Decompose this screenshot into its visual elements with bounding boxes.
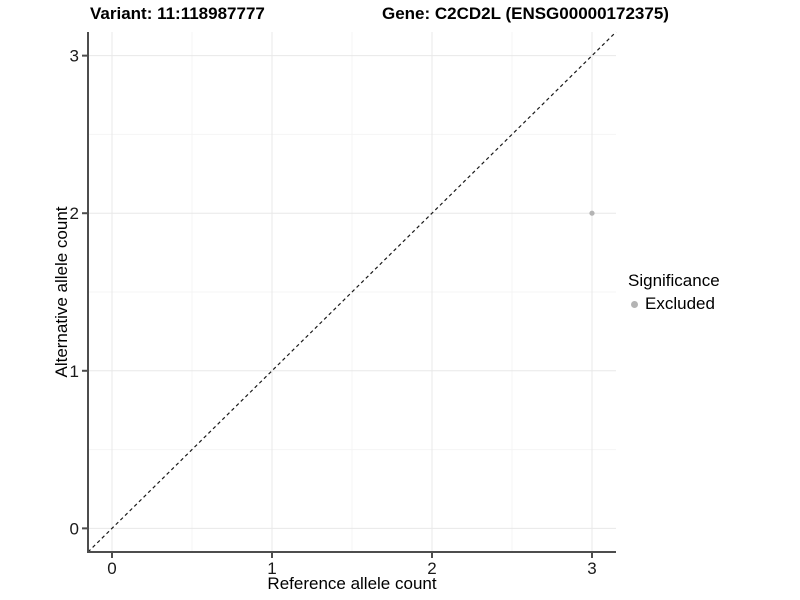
y-axis-title: Alternative allele count (52, 206, 71, 378)
legend-entry-label: Excluded (645, 294, 715, 313)
legend-point-icon (631, 300, 638, 308)
x-axis-title: Reference allele count (267, 574, 437, 593)
x-tick-label: 1 (267, 559, 276, 578)
x-tick-label: 2 (427, 559, 436, 578)
y-tick-label: 2 (70, 204, 79, 223)
data-point (589, 210, 595, 216)
legend: Significance Excluded (628, 271, 720, 314)
legend-entry-excluded: Excluded (628, 294, 720, 314)
y-tick-label: 3 (70, 47, 79, 66)
y-tick-label: 0 (70, 519, 79, 538)
x-tick-label: 0 (107, 559, 116, 578)
legend-title: Significance (628, 271, 720, 290)
x-tick-label: 3 (587, 559, 596, 578)
plot-title-gene: Gene: C2CD2L (ENSG00000172375) (382, 4, 669, 23)
y-tick-label: 1 (70, 362, 79, 381)
plot-title-variant: Variant: 11:118987777 (90, 4, 265, 23)
identity-dashed-line (87, 31, 617, 553)
